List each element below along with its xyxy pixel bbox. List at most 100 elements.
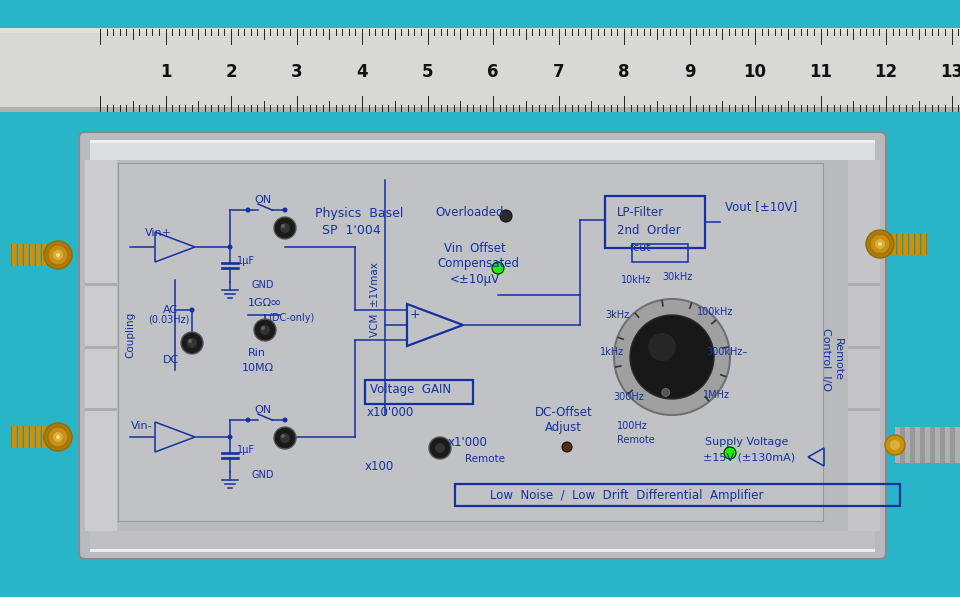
Bar: [53, 244, 54, 266]
Text: <±10μV: <±10μV: [450, 273, 500, 287]
Text: 300Hz: 300Hz: [613, 392, 644, 402]
Bar: [914, 233, 915, 255]
Text: 10MΩ: 10MΩ: [242, 363, 275, 373]
Circle shape: [261, 326, 265, 330]
Text: (0.03Hz): (0.03Hz): [148, 315, 189, 325]
Bar: [922, 233, 927, 255]
Bar: [950, 427, 955, 463]
Bar: [41, 244, 42, 266]
Circle shape: [280, 433, 290, 443]
Text: +: +: [410, 307, 420, 321]
Circle shape: [724, 447, 736, 459]
Text: 2nd  Order: 2nd Order: [617, 223, 681, 236]
Bar: [41, 426, 46, 448]
Bar: [23, 244, 24, 266]
Circle shape: [878, 242, 882, 246]
Circle shape: [492, 262, 504, 274]
Bar: [0, 28, 960, 33]
Bar: [848, 408, 880, 411]
Text: LP-Filter: LP-Filter: [617, 205, 664, 219]
Circle shape: [48, 245, 68, 265]
Bar: [908, 233, 909, 255]
Text: SP  1'004: SP 1'004: [322, 224, 381, 238]
Bar: [0, 107, 960, 112]
Bar: [11, 426, 12, 448]
Bar: [910, 427, 915, 463]
Bar: [848, 346, 880, 349]
Circle shape: [44, 423, 72, 451]
Bar: [41, 426, 42, 448]
Text: 9: 9: [684, 63, 695, 81]
Text: 13: 13: [940, 63, 960, 81]
Text: 4: 4: [356, 63, 368, 81]
Circle shape: [614, 299, 730, 415]
Bar: [11, 426, 16, 448]
Bar: [47, 244, 48, 266]
Bar: [900, 427, 905, 463]
Text: Overloaded: Overloaded: [435, 205, 503, 219]
Bar: [17, 426, 22, 448]
Circle shape: [187, 338, 197, 348]
Text: Remote
Control  I/O: Remote Control I/O: [821, 328, 843, 392]
Text: fcut: fcut: [630, 243, 652, 253]
Bar: [29, 426, 30, 448]
Bar: [890, 233, 891, 255]
Text: ±15V (±130mA): ±15V (±130mA): [703, 453, 795, 463]
Text: 3kHz: 3kHz: [605, 310, 629, 320]
Bar: [910, 233, 915, 255]
Bar: [848, 283, 880, 286]
Bar: [848, 160, 880, 531]
Text: Compensated: Compensated: [437, 257, 519, 270]
Bar: [11, 244, 16, 266]
Bar: [35, 244, 40, 266]
Bar: [916, 233, 921, 255]
Bar: [47, 426, 52, 448]
Text: Adjust: Adjust: [545, 421, 582, 435]
Circle shape: [254, 319, 276, 341]
Text: Physics  Basel: Physics Basel: [315, 208, 403, 220]
Circle shape: [56, 253, 60, 257]
Text: Vin  Offset: Vin Offset: [444, 242, 506, 254]
Bar: [85, 408, 117, 411]
Bar: [47, 426, 48, 448]
Circle shape: [44, 241, 72, 269]
Bar: [23, 244, 28, 266]
Text: ON: ON: [254, 195, 271, 205]
Bar: [895, 427, 900, 463]
Text: 3: 3: [291, 63, 302, 81]
Text: x100: x100: [365, 460, 395, 472]
Circle shape: [866, 230, 894, 258]
Text: x10'000: x10'000: [367, 407, 415, 420]
Bar: [53, 426, 54, 448]
Text: 100Hz: 100Hz: [617, 421, 648, 431]
Circle shape: [281, 224, 285, 228]
Circle shape: [435, 443, 445, 453]
Bar: [35, 426, 40, 448]
Circle shape: [228, 245, 232, 250]
Circle shape: [281, 434, 285, 438]
Bar: [17, 244, 22, 266]
Bar: [35, 244, 36, 266]
Bar: [29, 244, 34, 266]
Text: Remote: Remote: [617, 435, 655, 445]
Bar: [41, 244, 46, 266]
Bar: [880, 233, 885, 255]
Bar: [23, 426, 28, 448]
Bar: [892, 233, 897, 255]
Text: Supply Voltage: Supply Voltage: [705, 437, 788, 447]
Circle shape: [246, 208, 251, 213]
Text: (DC-only): (DC-only): [268, 313, 314, 323]
Text: Remote: Remote: [465, 454, 505, 464]
Bar: [90, 531, 875, 551]
Bar: [935, 427, 940, 463]
Text: Low  Noise  /  Low  Drift  Differential  Amplifier: Low Noise / Low Drift Differential Ampli…: [490, 490, 763, 503]
Circle shape: [260, 325, 270, 335]
Text: 1: 1: [159, 63, 171, 81]
Bar: [0, 32, 960, 108]
Text: 300kHz–: 300kHz–: [706, 347, 747, 357]
Circle shape: [56, 435, 60, 439]
Circle shape: [885, 435, 905, 455]
Bar: [118, 163, 823, 521]
Bar: [632, 244, 688, 262]
Bar: [925, 427, 930, 463]
